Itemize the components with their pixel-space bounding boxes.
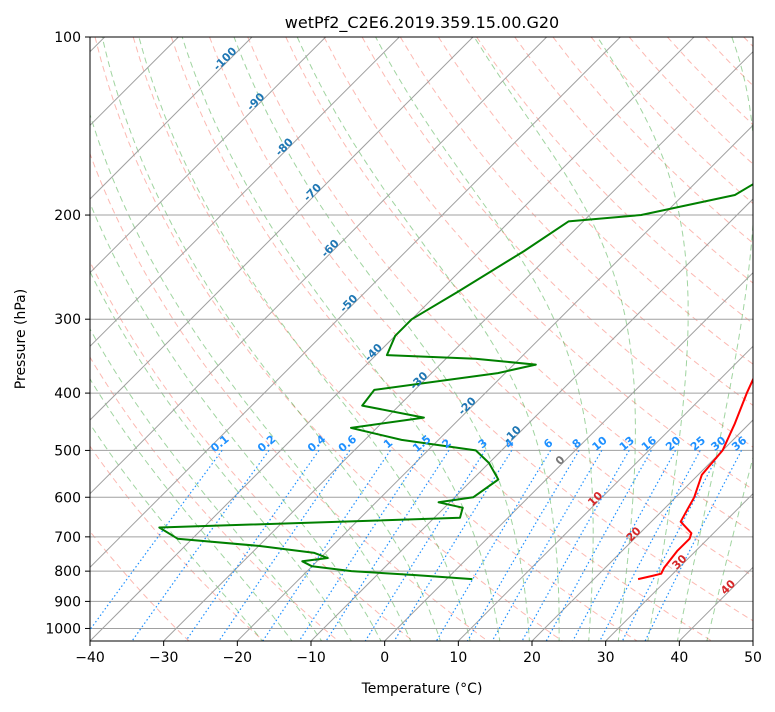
wetbulb-label: -30 xyxy=(407,369,430,392)
moist-adiabat-line xyxy=(297,37,559,643)
mixing-ratio-label: 0.1 xyxy=(208,432,231,454)
x-tick-label: −10 xyxy=(296,650,326,666)
mixing-ratio-line xyxy=(364,450,485,643)
mixing-ratio-label: 1.5 xyxy=(410,432,433,454)
y-tick-label: 500 xyxy=(54,443,81,459)
y-tick-label: 200 xyxy=(54,208,81,224)
isotherm-line xyxy=(0,37,326,641)
mixing-ratio-line xyxy=(466,450,579,643)
y-tick-label: 600 xyxy=(54,490,81,506)
mixing-ratio-label: 6 xyxy=(541,436,555,451)
y-tick-label: 1000 xyxy=(45,621,81,637)
isotherm-line xyxy=(0,37,547,641)
y-axis-label: Pressure (hPa) xyxy=(13,289,29,389)
dry-adiabat-line xyxy=(438,37,775,643)
dry-adiabat-line xyxy=(0,37,266,643)
mixing-ratio-label: 0.4 xyxy=(305,432,329,455)
warm-isotherm-label: 40 xyxy=(718,577,738,597)
y-tick-label: 400 xyxy=(54,386,81,402)
dry-adiabat-line xyxy=(95,37,566,643)
series-layer xyxy=(159,37,775,579)
x-axis-label: Temperature (°C) xyxy=(361,681,483,697)
x-tick-label: 30 xyxy=(597,650,615,666)
isotherm-line xyxy=(679,37,775,641)
moist-adiabat-line xyxy=(677,37,755,643)
wetbulb-label: -90 xyxy=(244,90,267,113)
dry-adiabat-line xyxy=(553,37,775,643)
moist-adiabat-line xyxy=(0,37,264,643)
warm-isotherm-label: 10 xyxy=(585,489,605,509)
mixing-ratio-label: 3 xyxy=(476,436,490,451)
mixing-ratio-line xyxy=(80,450,222,643)
dry-adiabat-line xyxy=(362,37,775,643)
y-tick-label: 100 xyxy=(54,30,81,46)
dry-adiabat-line xyxy=(667,37,775,643)
y-tick-label: 700 xyxy=(54,530,81,546)
mixing-ratio-label: 2 xyxy=(440,436,454,451)
mixing-ratio-line xyxy=(572,450,676,643)
x-tick-label: −30 xyxy=(149,650,179,666)
isotherm-line xyxy=(0,37,252,641)
dry-adiabat-line xyxy=(57,37,491,643)
isotherm-line xyxy=(16,37,620,641)
x-tick-label: 20 xyxy=(523,650,541,666)
x-tick-label: 40 xyxy=(670,650,688,666)
dry-adiabat-line xyxy=(744,37,775,643)
moist-adiabat-line xyxy=(0,37,294,643)
x-tick-label: −20 xyxy=(223,650,253,666)
isotherm-line xyxy=(90,37,694,641)
moist-adiabat-line xyxy=(43,37,382,643)
dewpoint-profile-line xyxy=(159,37,775,579)
plot-background-lines xyxy=(0,37,775,643)
warm-isotherm-label: 30 xyxy=(670,552,690,572)
moist-adiabat-line xyxy=(71,37,412,643)
dry-adiabat-line xyxy=(477,37,775,643)
mixing-ratio-line xyxy=(521,450,629,643)
dry-adiabat-line xyxy=(591,37,775,643)
y-tick-label: 800 xyxy=(54,564,81,580)
moist-adiabat-line xyxy=(597,37,688,643)
wetbulb-label: -100 xyxy=(211,44,240,73)
dry-adiabat-line xyxy=(400,37,775,643)
mixing-ratio-label: 0.6 xyxy=(336,432,360,455)
temperature-profile-line xyxy=(638,37,775,579)
y-tick-label: 900 xyxy=(54,594,81,610)
x-tick-label: 50 xyxy=(744,650,762,666)
moist-adiabat-line xyxy=(706,37,775,643)
y-tick-label: 300 xyxy=(54,312,81,328)
mixing-ratio-line xyxy=(644,450,742,643)
mixing-ratio-line xyxy=(325,450,449,643)
dry-adiabat-line xyxy=(324,37,775,643)
chart-title: wetPf2_C2E6.2019.359.15.00.G20 xyxy=(285,13,559,33)
dry-adiabat-line xyxy=(0,37,341,643)
wetbulb-label: -80 xyxy=(273,135,296,158)
moist-adiabat-line xyxy=(376,37,594,643)
dry-adiabat-line xyxy=(706,37,775,643)
wetbulb-label: -20 xyxy=(456,394,479,417)
wetbulb-label: -50 xyxy=(337,292,360,315)
wetbulb-label: -70 xyxy=(301,181,324,204)
x-tick-label: 0 xyxy=(380,650,389,666)
mixing-ratio-label: 8 xyxy=(570,436,584,451)
moist-adiabat-line xyxy=(182,37,500,643)
wetbulb-label: -60 xyxy=(319,237,342,260)
x-tick-label: 10 xyxy=(449,650,467,666)
isotherm-line xyxy=(753,37,775,641)
x-tick-label: −40 xyxy=(75,650,105,666)
moist-adiabat-line xyxy=(18,37,353,643)
warm-isotherm-label: 20 xyxy=(624,524,644,544)
dry-adiabat-line xyxy=(133,37,641,643)
dry-adiabat-line xyxy=(286,37,775,643)
plot-frame xyxy=(90,37,753,641)
